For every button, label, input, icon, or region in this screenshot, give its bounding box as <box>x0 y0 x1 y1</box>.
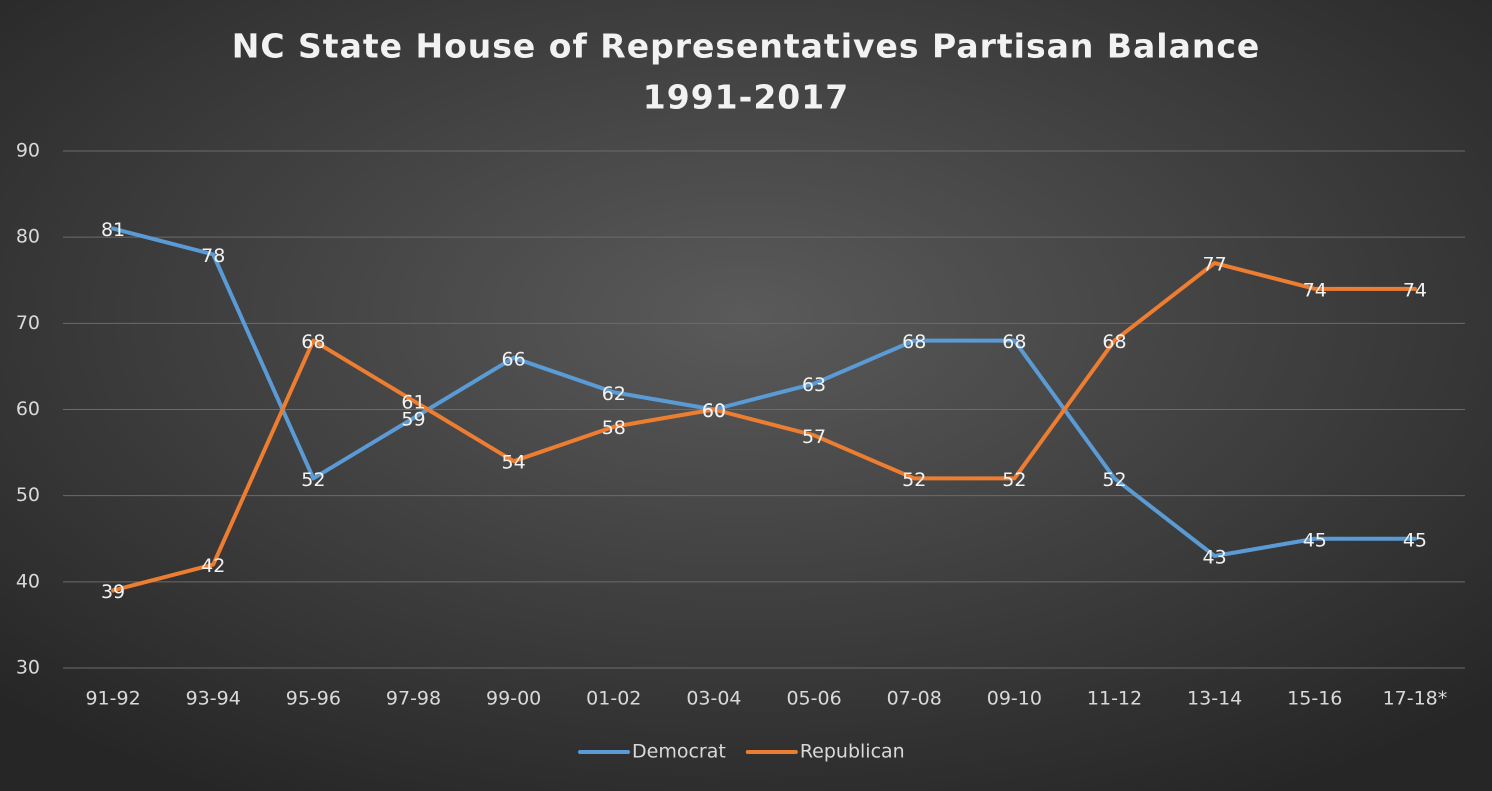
data-label: 62 <box>602 383 626 405</box>
data-label: 60 <box>702 400 726 422</box>
x-tick-label: 95-96 <box>286 688 341 710</box>
x-tick-label: 15-16 <box>1287 688 1342 710</box>
x-tick-label: 17-18* <box>1383 688 1448 710</box>
x-tick-label: 03-04 <box>686 688 741 710</box>
data-label: 39 <box>101 581 125 603</box>
data-label: 68 <box>1102 331 1126 353</box>
data-label: 78 <box>201 245 225 267</box>
data-label: 81 <box>101 219 125 241</box>
data-label: 68 <box>1002 331 1026 353</box>
plot <box>111 226 1417 593</box>
chart-title: 1991-2017 <box>643 78 849 117</box>
data-label: 59 <box>401 409 425 431</box>
data-label: 52 <box>1102 469 1126 491</box>
legend-label: Democrat <box>632 741 726 763</box>
data-label: 45 <box>1303 529 1327 551</box>
data-label: 52 <box>301 469 325 491</box>
data-label: 57 <box>802 426 826 448</box>
data-label: 66 <box>502 348 526 370</box>
x-tick-label: 09-10 <box>987 688 1042 710</box>
data-label: 77 <box>1203 254 1227 276</box>
data-labels: 81 78 52 59 66 62 60 63 68 68 52 43 45 45 39 42 68 61 54 58… <box>101 219 1427 603</box>
x-tick-label: 01-02 <box>586 688 641 710</box>
x-tick-label: 05-06 <box>786 688 841 710</box>
data-label: 74 <box>1403 279 1427 301</box>
y-tick-label: 40 <box>16 570 40 592</box>
data-label: 43 <box>1203 546 1227 568</box>
data-label: 60 <box>702 400 726 422</box>
data-label: 74 <box>1303 279 1327 301</box>
y-tick-label: 80 <box>16 226 40 248</box>
y-tick-label: 50 <box>16 484 40 506</box>
data-label: 68 <box>301 331 325 353</box>
y-tick-label: 70 <box>16 312 40 334</box>
data-label: 68 <box>902 331 926 353</box>
line-series <box>111 261 1417 593</box>
y-tick-label: 60 <box>16 398 40 420</box>
x-tick-label: 13-14 <box>1187 688 1242 710</box>
data-label: 42 <box>201 555 225 577</box>
x-tick-label: 99-00 <box>486 688 541 710</box>
data-label: 61 <box>401 391 425 413</box>
x-tick-label: 07-08 <box>887 688 942 710</box>
chart-title: NC State House of Representatives Partis… <box>232 27 1261 66</box>
y-tick-label: 90 <box>16 140 40 162</box>
x-tick-label: 11-12 <box>1087 688 1142 710</box>
grid: 30 40 50 60 70 80 90 91-92 93-94 95-96 97-98 99-00 0… <box>16 140 1465 710</box>
data-label: 52 <box>902 469 926 491</box>
data-label: 45 <box>1403 529 1427 551</box>
line-series <box>111 226 1417 558</box>
x-tick-label: 91-92 <box>85 688 140 710</box>
data-label: 54 <box>502 452 526 474</box>
x-tick-label: 97-98 <box>386 688 441 710</box>
legend-label: Republican <box>800 741 905 763</box>
legend: Democrat Republican <box>578 741 905 763</box>
y-tick-label: 30 <box>16 657 40 679</box>
x-tick-label: 93-94 <box>186 688 241 710</box>
data-label: 52 <box>1002 469 1026 491</box>
data-label: 58 <box>602 417 626 439</box>
data-label: 63 <box>802 374 826 396</box>
